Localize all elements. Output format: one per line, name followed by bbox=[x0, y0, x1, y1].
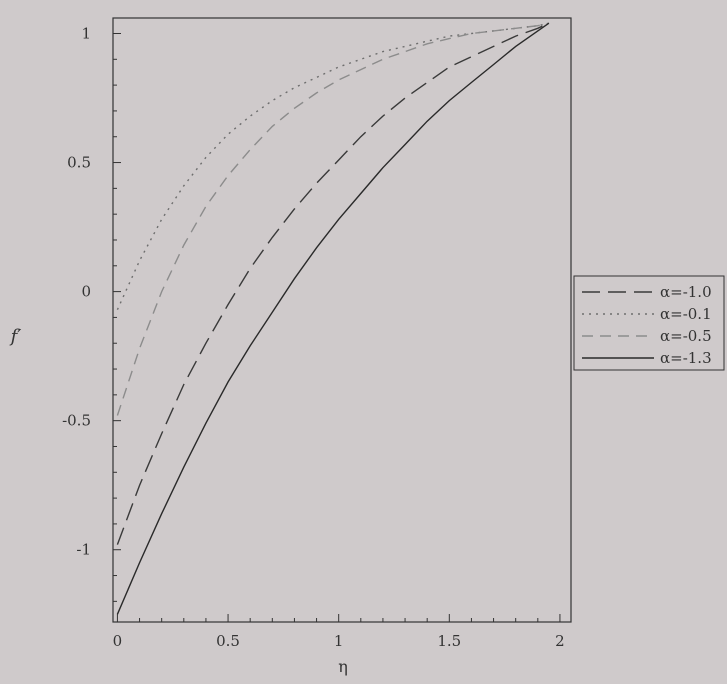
x-tick-label: 0.5 bbox=[216, 632, 240, 650]
y-tick-label: -1 bbox=[76, 541, 91, 559]
plot-frame bbox=[112, 17, 572, 623]
series-lines bbox=[116, 22, 550, 615]
series-line-4 bbox=[116, 22, 550, 615]
legend: α=-1.0 α=-0.1 α=-0.5 α=-1.3 bbox=[573, 275, 725, 371]
axis-ticks: 0 0.5 1 1.5 2 -1 -0.5 0 0.5 1 bbox=[62, 24, 565, 650]
series-line-2 bbox=[116, 22, 550, 310]
y-tick-label: 1 bbox=[81, 24, 91, 42]
legend-label-2: α=-0.1 bbox=[660, 305, 712, 323]
x-tick-label: 1 bbox=[334, 632, 344, 650]
x-axis-label: η bbox=[338, 657, 348, 676]
y-tick-label: 0 bbox=[81, 283, 91, 301]
x-tick-label: 2 bbox=[555, 632, 565, 650]
y-tick-label: 0.5 bbox=[67, 154, 91, 172]
y-axis-label: f′ bbox=[9, 326, 22, 347]
legend-label-1: α=-1.0 bbox=[660, 283, 712, 301]
series-line-3 bbox=[116, 22, 550, 416]
series-line-1 bbox=[116, 22, 550, 545]
x-tick-label: 1.5 bbox=[437, 632, 461, 650]
x-tick-label: 0 bbox=[113, 632, 123, 650]
legend-label-4: α=-1.3 bbox=[660, 349, 712, 367]
y-tick-label: -0.5 bbox=[62, 412, 91, 430]
legend-label-3: α=-0.5 bbox=[660, 327, 712, 345]
